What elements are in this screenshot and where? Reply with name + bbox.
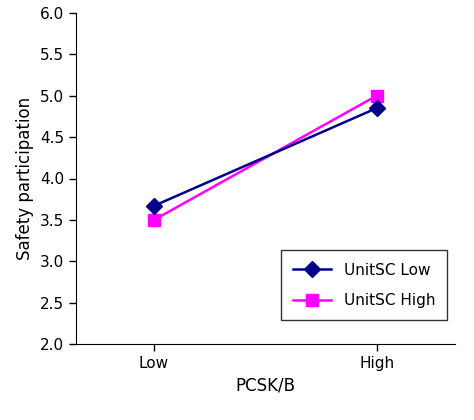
UnitSC Low xyxy=(151,203,157,208)
UnitSC High xyxy=(374,93,380,98)
Legend: UnitSC Low, UnitSC High: UnitSC Low, UnitSC High xyxy=(281,250,447,320)
Y-axis label: Safety participation: Safety participation xyxy=(16,97,34,260)
Line: UnitSC Low: UnitSC Low xyxy=(148,102,383,211)
UnitSC High xyxy=(151,218,157,223)
UnitSC Low xyxy=(374,105,380,110)
X-axis label: PCSK/B: PCSK/B xyxy=(236,377,295,395)
Line: UnitSC High: UnitSC High xyxy=(148,90,383,226)
